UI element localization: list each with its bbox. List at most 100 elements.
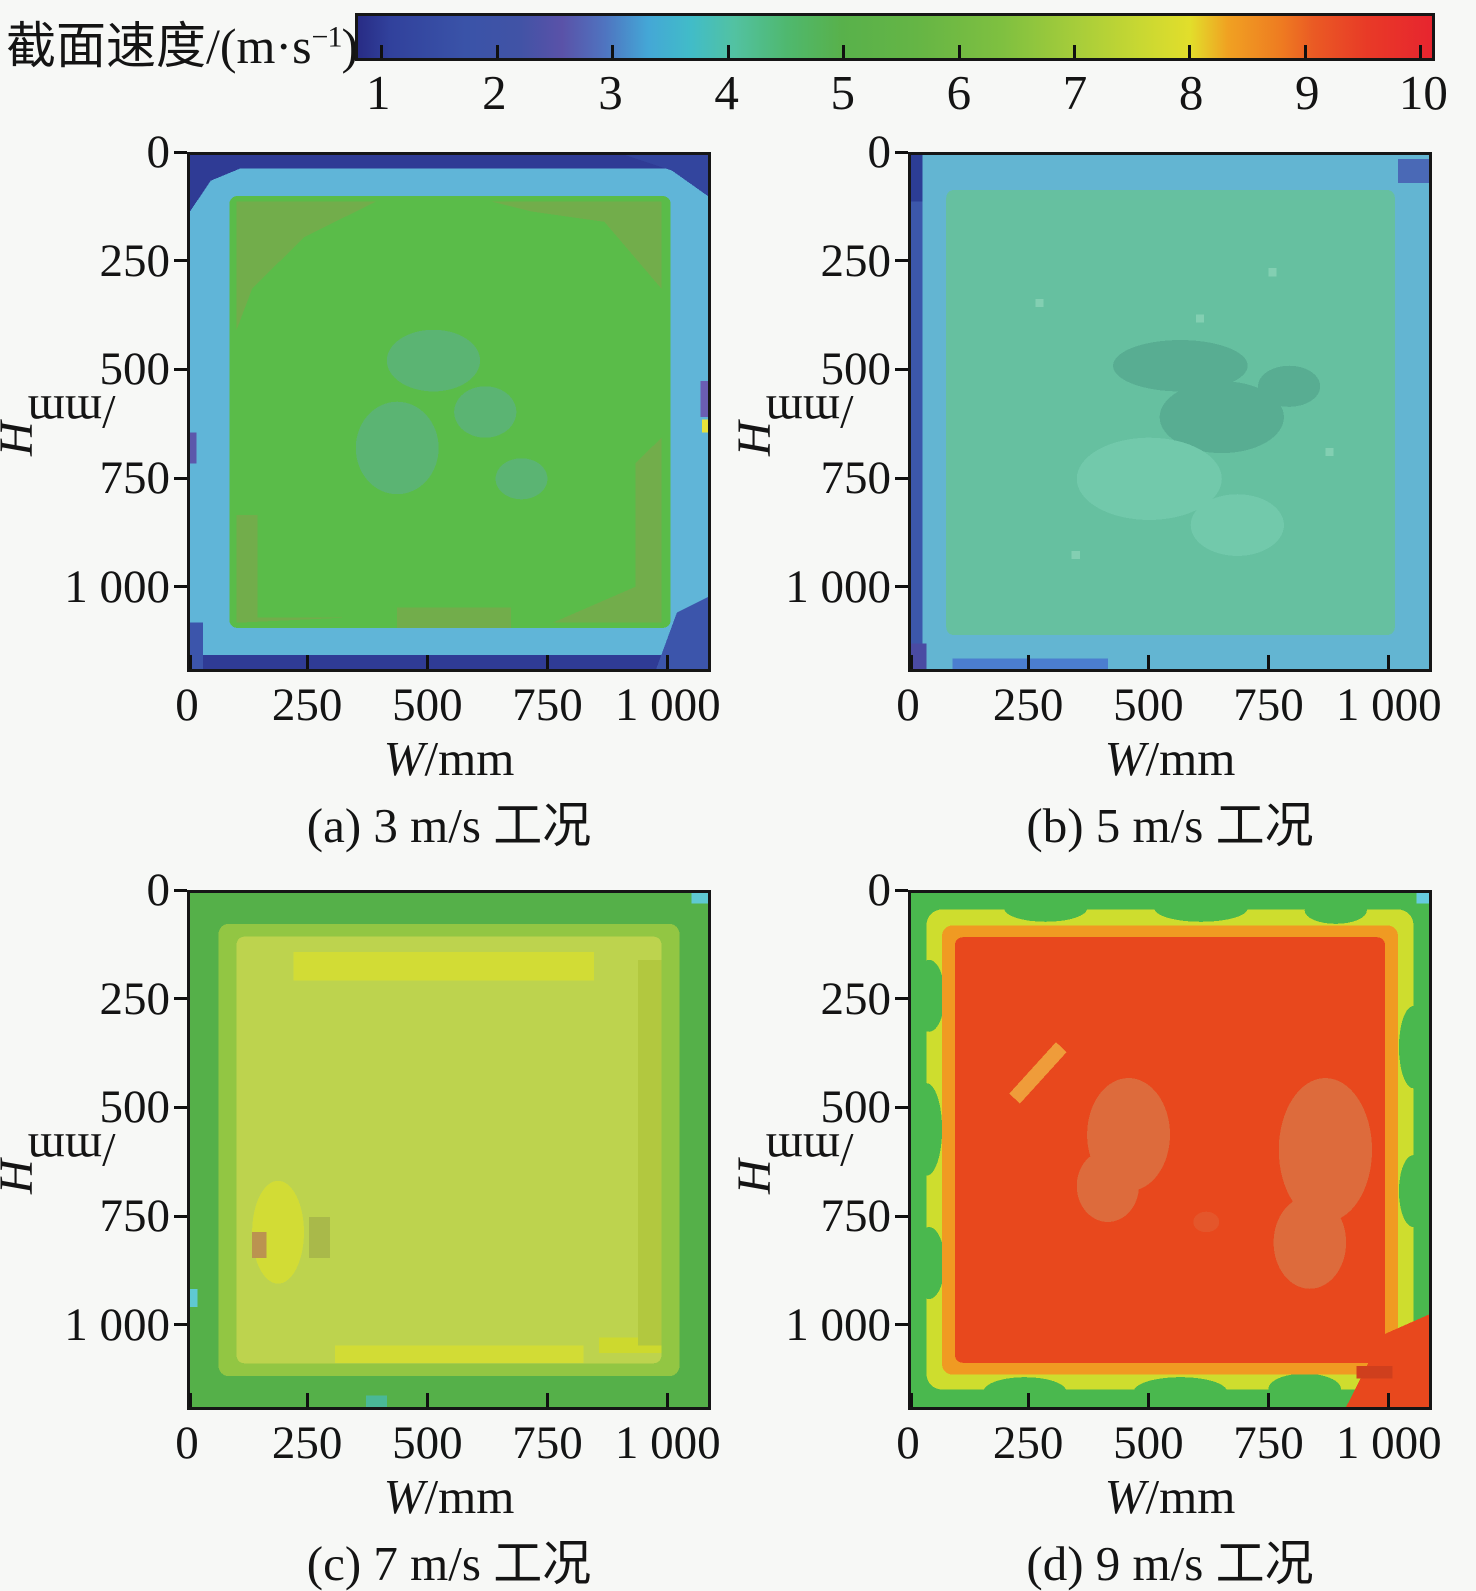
contour-layer [454, 386, 517, 438]
colorbar-tick-label: 5 [830, 65, 855, 120]
y-tick-mark [174, 997, 187, 1001]
contour-layer [1268, 1373, 1341, 1405]
x-axis-variable: W [383, 1469, 425, 1524]
contour-layer [983, 1377, 1067, 1406]
contour-layer [1304, 897, 1367, 924]
y-tick-label: 500 [99, 343, 171, 396]
colorbar-tick-mark [1072, 45, 1076, 58]
contour-layer [691, 893, 708, 904]
contour-layer [490, 201, 662, 289]
contour-layer [911, 155, 923, 669]
x-axis-unit: /mm [424, 1469, 515, 1524]
x-tick-label: 250 [271, 679, 343, 731]
y-tick-label: 500 [820, 1081, 892, 1134]
y-tick-label: 250 [820, 234, 892, 287]
contour-layer [1190, 494, 1284, 556]
colorbar-tick-mark [611, 45, 615, 58]
colorbar-tick-label: 3 [598, 65, 623, 120]
contour-layer [236, 514, 346, 623]
x-tick-mark [425, 655, 429, 669]
contour-layer [1273, 1196, 1347, 1289]
contour-layer [656, 597, 708, 669]
contour-layer [1113, 340, 1248, 392]
colorbar-tick-mark [380, 45, 384, 58]
caption-b: (b) 5 m/s 工况 [1026, 798, 1314, 853]
y-tick-label: 500 [99, 1081, 171, 1134]
y-tick-label: 750 [820, 1190, 892, 1243]
contour-layer [190, 155, 273, 212]
heatmap-d-canvas [911, 893, 1429, 1407]
colorbar-tick-label: 4 [714, 65, 739, 120]
x-tick-label: 0 [896, 679, 920, 731]
x-tick-label: 500 [392, 679, 463, 731]
contour-layer [1397, 159, 1429, 183]
heatmap-a [187, 152, 711, 672]
y-tick-label: 1 000 [785, 1298, 891, 1351]
y-tick-label: 750 [99, 452, 171, 505]
x-axis-variable: W [1104, 1469, 1146, 1524]
x-tick-label: 750 [1233, 1417, 1304, 1469]
x-tick-mark [1387, 655, 1391, 669]
heatmap-c-canvas [190, 893, 708, 1407]
contour-layer [1278, 1078, 1373, 1222]
contour-layer [1416, 893, 1429, 904]
contour-layer [190, 622, 203, 669]
subplot-b: H/mm W/mm (b) 5 m/s 工况 0 250 500 750 1 000 0 2… [728, 126, 1476, 878]
contour-layer [397, 607, 512, 628]
x-tick-label: 0 [175, 679, 199, 731]
y-tick-mark [174, 1214, 187, 1218]
x-axis-unit: /mm [424, 731, 515, 786]
x-tick-label: 1 000 [1335, 1417, 1442, 1469]
contour-layer [1193, 1211, 1220, 1233]
contour-layer [190, 655, 708, 669]
x-tick-label: 250 [992, 679, 1064, 731]
y-tick-label: 250 [99, 972, 171, 1025]
contour-layer [495, 458, 548, 500]
contour-layer [1325, 447, 1334, 457]
x-tick-mark [1267, 655, 1271, 669]
contour-layer [366, 1395, 387, 1407]
y-tick-mark [895, 1105, 908, 1109]
y-tick-label: 750 [820, 452, 892, 505]
contour-layer [335, 1345, 584, 1363]
contour-layer [1133, 1377, 1227, 1406]
contour-layer [701, 419, 708, 433]
colorbar-tick-mark [1419, 45, 1423, 58]
contour-layer [1398, 1006, 1428, 1089]
x-tick-label: 1 000 [614, 1417, 721, 1469]
x-tick-mark [546, 655, 550, 669]
colorbar-tick-mark [842, 45, 846, 58]
contour-layer [1268, 268, 1277, 277]
contour-layer [911, 1083, 943, 1176]
contour-layer [386, 329, 481, 392]
contour-layer [1154, 895, 1248, 922]
contour-layer [1035, 298, 1044, 308]
y-tick-label: 0 [146, 126, 171, 178]
colorbar-tick-label: 10 [1398, 65, 1448, 120]
colorbar-tick-label: 8 [1178, 65, 1204, 120]
y-tick-mark [174, 476, 187, 480]
x-tick-mark [188, 655, 192, 669]
colorbar-tick-mark [495, 45, 499, 58]
y-tick-label: 250 [820, 972, 892, 1025]
x-tick-mark [909, 1393, 913, 1407]
x-tick-label: 750 [1233, 679, 1304, 731]
colorbar-tick-mark [1303, 45, 1307, 58]
colorbar [355, 13, 1435, 61]
contour-layer [293, 952, 595, 981]
contour-layer [1071, 550, 1080, 560]
caption-a: (a) 3 m/s 工况 [306, 798, 592, 853]
y-tick-label: 1 000 [785, 560, 891, 613]
contour-layer [190, 1288, 198, 1307]
y-tick-mark [895, 997, 908, 1001]
colorbar-label-close: ) [341, 18, 359, 74]
x-tick-mark [188, 1393, 192, 1407]
y-tick-label: 1 000 [64, 1298, 170, 1351]
contour-layer [236, 936, 662, 1364]
contour-layer [309, 1216, 330, 1258]
x-tick-mark [1387, 1393, 1391, 1407]
y-tick-mark [174, 1105, 187, 1109]
contour-layer [913, 1227, 945, 1300]
